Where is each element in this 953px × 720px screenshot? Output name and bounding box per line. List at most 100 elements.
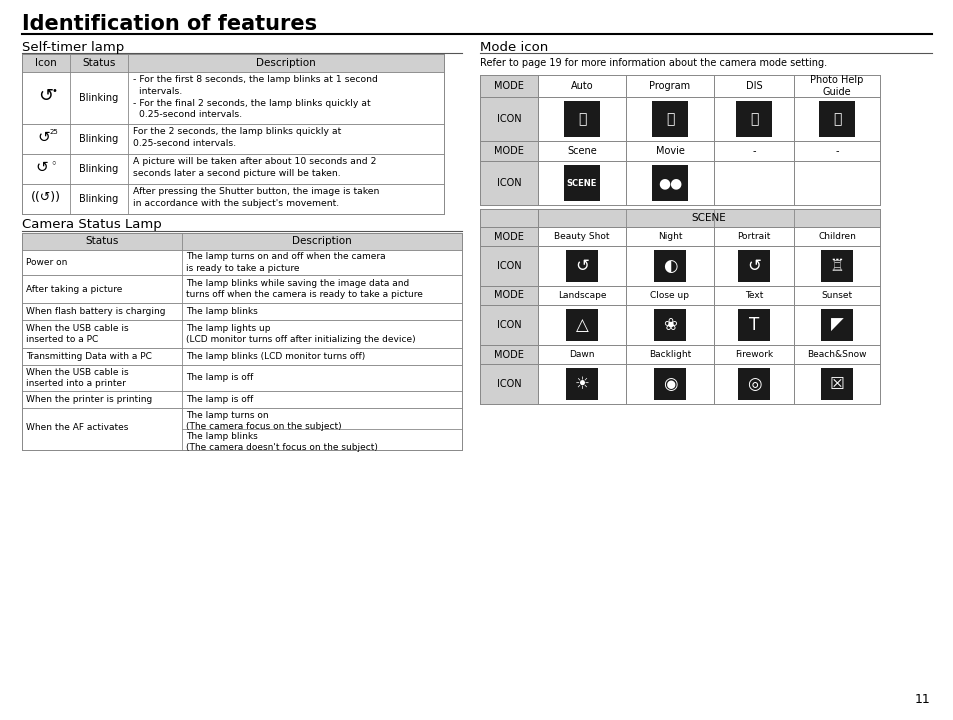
Text: For the 2 seconds, the lamp blinks quickly at
0.25-second intervals.: For the 2 seconds, the lamp blinks quick…	[132, 127, 341, 148]
Bar	[22, 348, 461, 365]
Text: •: •	[51, 86, 57, 96]
Text: The lamp blinks (LCD monitor turns off): The lamp blinks (LCD monitor turns off)	[186, 352, 365, 361]
Bar	[537, 305, 625, 345]
Text: The lamp is off: The lamp is off	[186, 374, 253, 382]
Bar	[821, 309, 852, 341]
Bar	[537, 161, 625, 205]
Bar	[793, 246, 879, 286]
Bar	[713, 161, 793, 205]
Bar	[22, 408, 461, 450]
Text: After pressing the Shutter button, the image is taken
in accordance with the sub: After pressing the Shutter button, the i…	[132, 187, 379, 208]
Text: ✋: ✋	[749, 112, 758, 126]
Text: ◐: ◐	[662, 257, 677, 275]
Text: SCENE: SCENE	[691, 213, 725, 223]
Text: ◦: ◦	[51, 159, 57, 169]
Text: Blinking: Blinking	[79, 93, 118, 103]
Bar	[625, 345, 713, 364]
Text: Power on: Power on	[26, 258, 68, 267]
Bar	[793, 75, 879, 97]
Text: MODE: MODE	[494, 290, 523, 300]
Text: ◎: ◎	[746, 375, 760, 393]
Bar	[654, 368, 685, 400]
Bar	[821, 368, 852, 400]
Bar	[793, 141, 879, 161]
Bar	[793, 97, 879, 141]
Text: Movie: Movie	[655, 146, 683, 156]
Bar	[565, 368, 598, 400]
Text: Program: Program	[649, 81, 690, 91]
Bar	[22, 184, 443, 214]
Text: 11: 11	[913, 693, 929, 706]
Text: Camera Status Lamp: Camera Status Lamp	[22, 218, 162, 231]
Bar	[793, 286, 879, 305]
Bar	[563, 101, 599, 137]
Bar	[654, 309, 685, 341]
Bar	[22, 391, 461, 408]
Bar	[625, 364, 713, 404]
Text: The lamp is off: The lamp is off	[186, 395, 253, 404]
Bar	[537, 97, 625, 141]
Bar	[713, 227, 793, 246]
Text: ●●: ●●	[658, 176, 681, 190]
Bar	[625, 246, 713, 286]
Bar	[479, 209, 879, 227]
Text: ↺: ↺	[35, 160, 49, 174]
Text: - For the first 8 seconds, the lamp blinks at 1 second
  intervals.
- For the fi: - For the first 8 seconds, the lamp blin…	[132, 75, 377, 120]
Bar	[479, 305, 537, 345]
Bar	[22, 365, 461, 391]
Bar	[22, 320, 461, 348]
Bar	[713, 286, 793, 305]
Bar	[479, 97, 537, 141]
Text: Identification of features: Identification of features	[22, 14, 316, 34]
Text: The lamp blinks
(The camera doesn't focus on the subject): The lamp blinks (The camera doesn't focu…	[186, 432, 377, 452]
Bar	[537, 246, 625, 286]
Bar	[713, 364, 793, 404]
Bar	[713, 141, 793, 161]
Bar	[793, 364, 879, 404]
Text: Blinking: Blinking	[79, 164, 118, 174]
Text: When the USB cable is
inserted to a PC: When the USB cable is inserted to a PC	[26, 324, 129, 344]
Bar	[713, 97, 793, 141]
Text: The lamp blinks: The lamp blinks	[186, 307, 257, 316]
Bar	[22, 124, 443, 154]
Bar	[793, 345, 879, 364]
Text: Photo Help
Guide: Photo Help Guide	[809, 75, 862, 97]
Text: Status: Status	[85, 236, 118, 246]
Text: After taking a picture: After taking a picture	[26, 284, 122, 294]
Bar	[479, 161, 537, 205]
Text: ICON: ICON	[497, 320, 520, 330]
Text: Scene: Scene	[566, 146, 597, 156]
Text: ICON: ICON	[497, 261, 520, 271]
Bar	[479, 141, 537, 161]
Text: ICON: ICON	[497, 178, 520, 188]
Text: Self-timer lamp: Self-timer lamp	[22, 41, 124, 54]
Text: ICON: ICON	[497, 379, 520, 389]
Text: Close up: Close up	[650, 291, 689, 300]
Text: DIS: DIS	[745, 81, 761, 91]
Bar	[537, 141, 625, 161]
Bar	[625, 141, 713, 161]
Bar	[735, 101, 771, 137]
Bar	[479, 345, 537, 364]
Bar	[654, 250, 685, 282]
Bar	[793, 227, 879, 246]
Text: Description: Description	[292, 236, 352, 246]
Text: Beach&Snow: Beach&Snow	[806, 350, 866, 359]
Bar	[22, 54, 443, 72]
Text: When flash battery is charging: When flash battery is charging	[26, 307, 165, 316]
Text: ♖: ♖	[829, 257, 843, 275]
Bar	[625, 305, 713, 345]
Bar	[818, 101, 854, 137]
Bar	[793, 161, 879, 205]
Bar	[22, 250, 461, 275]
Text: ↺: ↺	[37, 130, 51, 145]
Bar	[625, 286, 713, 305]
Text: MODE: MODE	[494, 81, 523, 91]
Text: Description: Description	[255, 58, 315, 68]
Text: Text: Text	[744, 291, 762, 300]
Text: Auto: Auto	[570, 81, 593, 91]
Text: -: -	[835, 146, 838, 156]
Bar	[625, 97, 713, 141]
Text: Night: Night	[657, 232, 681, 241]
Bar	[651, 165, 687, 201]
